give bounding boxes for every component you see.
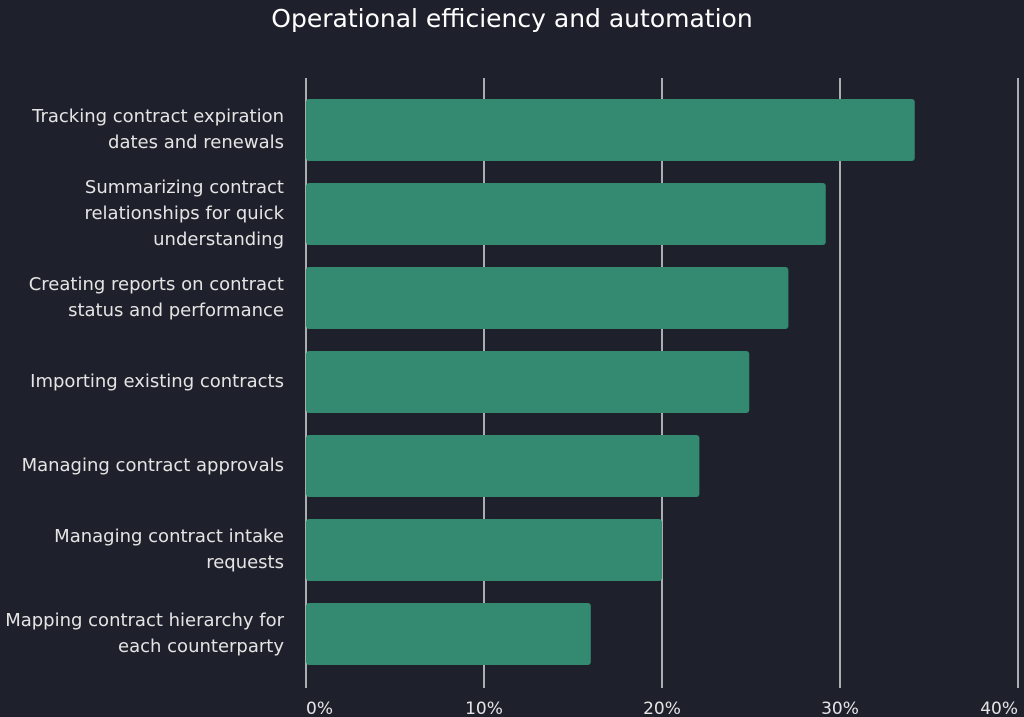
y-tick-label: Managing contract intake requests xyxy=(54,526,284,573)
y-tick-label: Mapping contract hierarchy for each coun… xyxy=(5,610,284,657)
bar xyxy=(306,435,700,497)
bar xyxy=(306,603,591,665)
x-tick-label: 10% xyxy=(465,699,503,717)
bar xyxy=(306,519,662,581)
x-tick-label: 30% xyxy=(821,699,859,717)
bar xyxy=(306,351,750,413)
bar xyxy=(306,99,915,161)
bar xyxy=(306,267,789,329)
y-tick-label: Tracking contract expiration dates and r… xyxy=(32,106,284,153)
x-tick-label: 0% xyxy=(306,699,333,717)
y-tick-label: Managing contract approvals xyxy=(21,455,284,476)
chart-title: Operational efficiency and automation xyxy=(271,4,753,33)
x-tick-label: 40% xyxy=(980,699,1018,717)
y-tick-label: Importing existing contracts xyxy=(30,371,284,392)
y-tick-label: Summarizing contract relationships for q… xyxy=(84,177,284,250)
x-tick-label: 20% xyxy=(643,699,681,717)
y-tick-label: Creating reports on contract status and … xyxy=(28,274,284,321)
bar xyxy=(306,183,826,245)
